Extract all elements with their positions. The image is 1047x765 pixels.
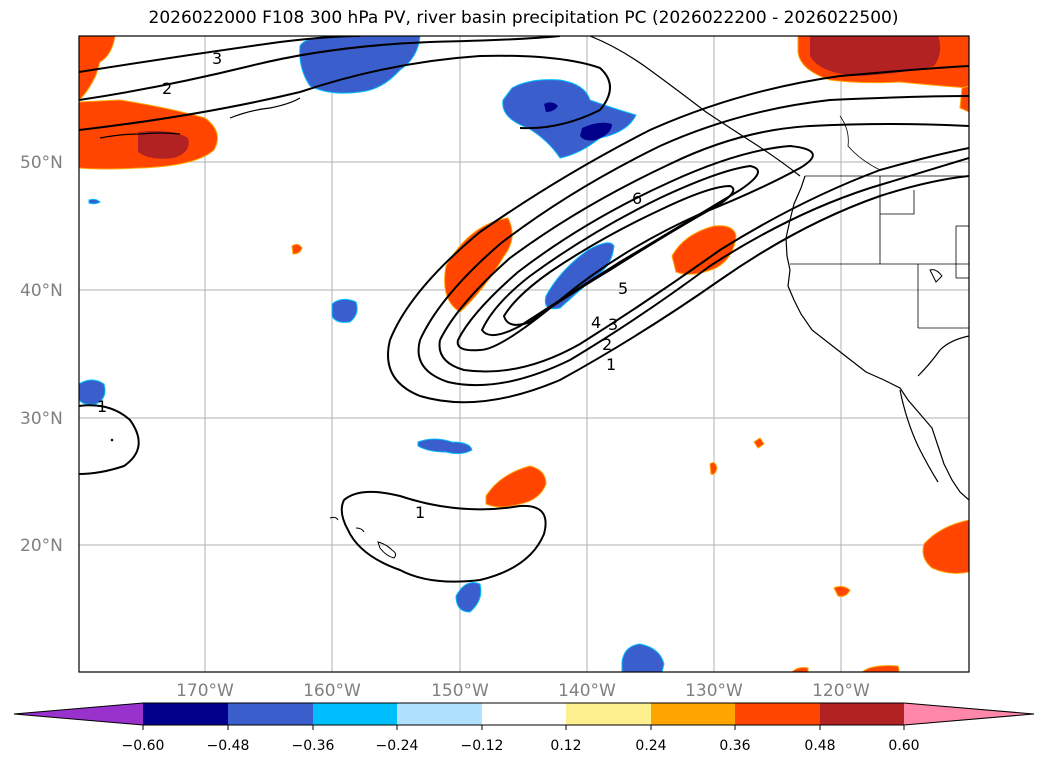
colorbar-tick-label: −0.12 [461,738,504,754]
colorbar-tick-label: 0.24 [635,738,666,754]
lat-label: 30°N [20,409,63,429]
lat-label: 20°N [20,536,63,556]
colorbar-extend-left [14,703,143,725]
colorbar-tick-label: −0.48 [207,738,250,754]
map-title: 2026022000 F108 300 hPa PV, river basin … [148,8,899,28]
precip-negative-region [455,582,482,613]
precip-strong-positive-region [810,36,941,76]
precip-negative-region [621,643,665,672]
pv-contour-line [79,36,361,73]
pv-contour-line [79,404,140,475]
colorbar-segment [820,703,904,725]
precip-positive-region [922,519,969,574]
contour-labels: 3 2 6 5 4 3 2 1 1 1 [97,49,642,522]
colorbar-tick-label: −0.36 [292,738,335,754]
lon-label: 140°W [558,681,616,701]
precip-negative-region [331,298,358,323]
precip-positive-region [791,667,809,672]
pv-contour-line [387,175,969,404]
contour-label: 2 [602,335,612,354]
colorbar-tick-label: 0.12 [550,738,581,754]
precip-positive-region [753,437,765,449]
longitude-labels: 170°W 160°W 150°W 140°W 130°W 120°W [176,681,870,701]
colorbar-segment [482,703,566,725]
lon-label: 120°W [812,681,870,701]
precip-negative-region [79,379,106,405]
lon-label: 130°W [685,681,743,701]
pv-contour-line [439,123,969,341]
map-frame [78,35,970,673]
contour-label: 2 [162,79,172,98]
colorbar-segment [228,703,313,725]
colorbar-segment [143,703,228,725]
colorbar-segment [397,703,482,725]
lon-label: 160°W [303,681,361,701]
contour-label: 5 [618,279,628,298]
precip-strong-negative-region [580,122,612,141]
contour-label: 1 [97,397,107,416]
contour-label: 1 [415,503,425,522]
lon-label: 170°W [176,681,234,701]
colorbar-segment [313,703,397,725]
pv-contour-line [502,184,735,326]
lat-label: 50°N [20,153,63,173]
contour-label: 1 [606,355,616,374]
pv-contour-line [456,144,814,352]
precip-negative-region [88,198,101,205]
pv-contour-line [79,54,611,131]
contour-label: 6 [632,189,642,208]
contour-label: 4 [591,313,601,332]
pv-contour-line [79,36,561,101]
gridlines [79,36,969,672]
precip-positive-region [485,465,547,508]
colorbar-tick-label: −0.60 [122,738,165,754]
pv-contour-line [419,95,969,341]
pv-contour-line [417,157,969,387]
lon-label: 150°W [431,681,489,701]
precip-positive-region [709,462,718,475]
latitude-labels: 50°N 40°N 30°N 20°N [20,153,63,556]
precip-negative-region [417,438,473,455]
precip-strong-negative-region [544,102,558,112]
precip-positive-region [291,243,303,255]
precip-positive-region [671,225,737,275]
precip-strong-positive-region [138,130,189,159]
coastlines [99,36,969,501]
colorbar-segment [566,703,651,725]
islands [110,269,943,559]
colorbar-segment [651,703,735,725]
pv-contours [79,36,969,583]
map-background [79,36,969,672]
precip-positive-region [833,585,851,597]
colorbar-tick-label: 0.48 [804,738,835,754]
pv-contour-line [438,147,969,373]
colorbar-tick-label: 0.36 [719,738,750,754]
colorbar-extend-right [904,703,1034,725]
pv-contour-line [389,65,969,341]
colorbar-segment [735,703,820,725]
colorbar: −0.60 −0.48 −0.36 −0.24 −0.12 0.12 0.24 … [13,702,1035,754]
contour-label: 3 [608,315,618,334]
colorbar-tick-label: −0.24 [376,738,419,754]
precip-positive-region [959,85,969,113]
colorbar-tick-label: 0.60 [888,738,919,754]
pv-contour-line [480,164,759,337]
contour-label: 3 [212,49,222,68]
pv-contour-line [340,490,547,583]
lat-label: 40°N [20,281,63,301]
